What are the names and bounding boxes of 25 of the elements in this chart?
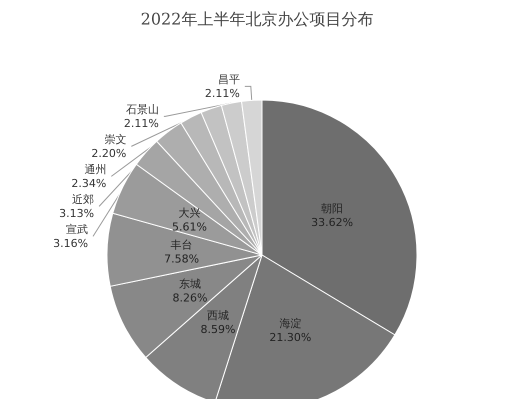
data-label: 8.59% — [200, 322, 236, 336]
slice-label: 崇文 — [104, 132, 126, 146]
slice-label: 近郊 — [72, 192, 94, 206]
slice-label: 丰台 — [170, 238, 193, 252]
data-label: 3.16% — [53, 236, 88, 250]
data-label: 33.62% — [311, 216, 354, 229]
data-label: 5.61% — [172, 220, 207, 234]
slice-label: 宣武 — [66, 222, 88, 236]
data-label: 7.58% — [164, 252, 200, 266]
slice-label: 西城 — [206, 308, 229, 322]
chart-title: 2022年上半年北京办公项目分布 — [140, 10, 374, 28]
data-label: 21.30% — [269, 330, 312, 344]
data-label: 8.26% — [172, 291, 208, 304]
slice-label: 东城 — [178, 277, 201, 290]
data-label: 2.20% — [91, 146, 126, 160]
data-label: 2.11% — [204, 86, 240, 100]
slice-label: 朝阳 — [321, 202, 344, 215]
data-label: 2.34% — [71, 176, 106, 190]
slice-label: 昌平 — [218, 72, 240, 86]
data-label: 2.11% — [124, 116, 159, 130]
slice-label: 海淀 — [279, 316, 302, 330]
slice-label: 大兴 — [178, 206, 200, 220]
slice-label: 通州 — [84, 162, 106, 176]
slice-label: 石景山 — [126, 102, 159, 116]
data-label: 3.13% — [59, 206, 94, 220]
